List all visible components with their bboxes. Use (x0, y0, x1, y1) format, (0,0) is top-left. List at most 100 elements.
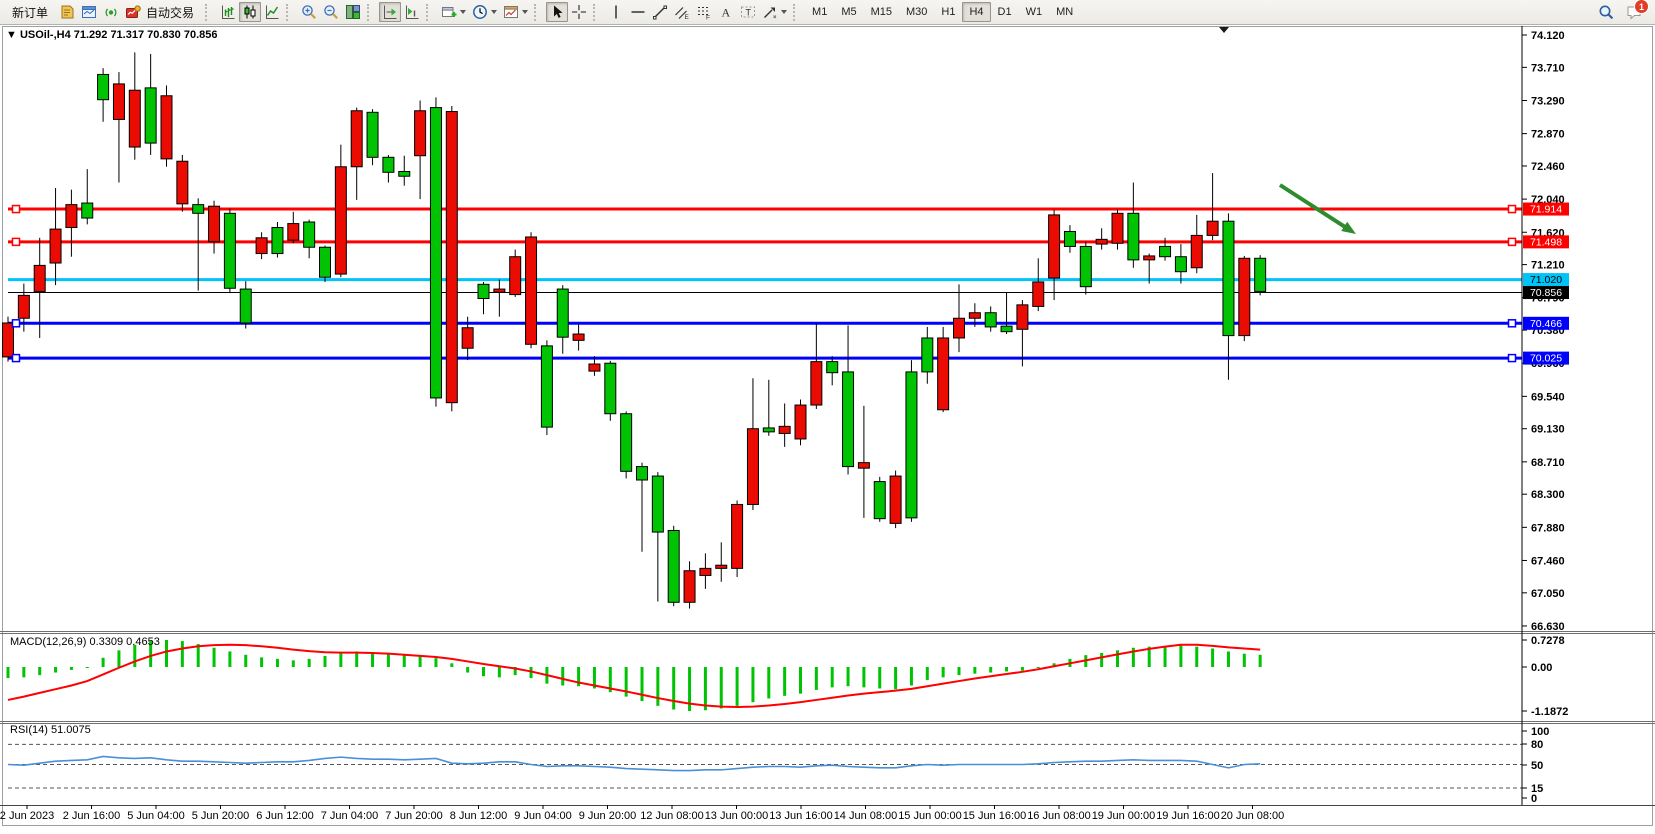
tf-m15-button-label: M15 (870, 6, 892, 18)
svg-text:14 Jun 08:00: 14 Jun 08:00 (834, 810, 898, 822)
textA-icon: A (722, 6, 731, 20)
add-indicator-button-dropdown-caret[interactable] (460, 10, 467, 14)
svg-text:8 Jun 12:00: 8 Jun 12:00 (450, 810, 508, 822)
toolbar-group-grip (426, 3, 435, 21)
chart-document-icon[interactable] (56, 2, 78, 22)
tf-w1-button[interactable]: W1 (1019, 2, 1050, 22)
bluewin-icon (82, 6, 97, 18)
toolbar-group-grip (593, 3, 602, 21)
toolbar-group-grip (534, 3, 543, 21)
tf-m1-button[interactable]: M1 (805, 2, 834, 22)
svg-text:7 Jun 04:00: 7 Jun 04:00 (321, 810, 379, 822)
chart-title-text: USOil-,H4 71.292 71.317 70.830 70.856 (19, 29, 218, 41)
svg-text:F: F (706, 15, 710, 21)
notification-count-badge: 1 (1634, 0, 1649, 14)
shiftend-icon (384, 5, 397, 19)
rsi-pane (7, 743, 1522, 789)
auto-trading-button[interactable]: 自动交易 (122, 2, 202, 22)
svg-text:72.460: 72.460 (1531, 161, 1565, 173)
labelT-icon: T (741, 6, 756, 18)
tile-windows-button[interactable] (342, 2, 364, 22)
auto-trading-button-label: 自动交易 (146, 5, 195, 20)
toolbar-right: 1 (1595, 0, 1651, 22)
channel-icon: E (675, 7, 690, 20)
shapes-tool[interactable] (759, 2, 790, 22)
svg-text:69.130: 69.130 (1531, 424, 1565, 436)
rsi-line (7, 755, 1261, 772)
hline-icon (631, 11, 645, 13)
time-axis: 2 Jun 2023 2 Jun 16:00 5 Jun 04:00 5 Jun 20… (0, 805, 1284, 822)
candlestick-mode-button[interactable] (239, 2, 262, 22)
clock-icon (473, 5, 487, 19)
bar-chart-mode-button[interactable] (217, 2, 239, 22)
svg-text:A: A (722, 6, 731, 20)
periods-button-dropdown-caret[interactable] (491, 10, 498, 14)
shapes-tool-dropdown-caret[interactable] (781, 10, 788, 14)
tile-icon (346, 5, 361, 19)
tf-m5-button-label: M5 (841, 6, 857, 18)
market-watch-icon[interactable] (78, 2, 100, 22)
line-chart-mode-button[interactable] (261, 2, 283, 22)
notifications-button[interactable]: 1 (1623, 0, 1649, 22)
new-order-button[interactable]: 新订单 (4, 2, 56, 22)
hline-handle (11, 353, 21, 363)
hline-handle (1507, 353, 1517, 363)
zoom-out-button[interactable] (320, 2, 342, 22)
svg-text:71.498: 71.498 (1530, 236, 1562, 248)
tf-w1-button-label: W1 (1025, 6, 1043, 18)
candles-group (2, 52, 1267, 609)
text-tool[interactable]: A (715, 2, 737, 22)
hline-handle (1507, 237, 1517, 247)
tf-d1-button[interactable]: D1 (991, 2, 1019, 22)
svg-text:2 Jun 2023: 2 Jun 2023 (0, 810, 54, 822)
shapes-icon (764, 7, 777, 19)
trendline-tool[interactable] (649, 2, 671, 22)
tf-m5-button[interactable]: M5 (834, 2, 863, 22)
tf-m30-button[interactable]: M30 (899, 2, 934, 22)
symbol-dropdown-marker[interactable]: ▼ (6, 29, 17, 41)
svg-text:E: E (685, 14, 690, 20)
label-tool[interactable]: T (737, 2, 759, 22)
main-macd-separator (0, 631, 1655, 634)
search-button[interactable] (1595, 2, 1617, 22)
svg-text:69.540: 69.540 (1531, 391, 1565, 403)
tf-mn-button-label: MN (1056, 6, 1074, 18)
zoom-in-button[interactable] (298, 2, 320, 22)
hline-handle (11, 204, 21, 214)
chart-title: ▼ USOil-,H4 71.292 71.317 70.830 70.856 (6, 29, 218, 41)
svg-text:0.00: 0.00 (1531, 662, 1552, 674)
toolbar: 新订单 自动交易 E F A T M1 M5 M15 M30 H1 H4 D1 W1 MN 1 (0, 0, 1655, 25)
svg-text:9 Jun 04:00: 9 Jun 04:00 (514, 810, 572, 822)
fibonacci-tool[interactable]: F (693, 2, 715, 22)
templates-button-dropdown-caret[interactable] (522, 10, 529, 14)
toolbar-group-grip (286, 3, 295, 21)
trend-arrow-annotation (1278, 183, 1356, 234)
signal-icon (105, 8, 117, 17)
periods-button[interactable] (469, 2, 500, 22)
svg-text:80: 80 (1531, 739, 1543, 751)
svg-text:70.025: 70.025 (1530, 353, 1562, 365)
channel-tool[interactable]: E (671, 2, 693, 22)
autotrade-icon (126, 5, 141, 18)
chart-shift-button[interactable] (379, 2, 402, 22)
tf-m1-button-label: M1 (812, 6, 828, 18)
tf-m15-button[interactable]: M15 (864, 2, 899, 22)
tf-h4-button[interactable]: H4 (962, 2, 991, 22)
auto-scroll-button[interactable] (401, 2, 423, 22)
svg-text:73.710: 73.710 (1531, 62, 1565, 74)
fib-icon: F (698, 7, 711, 21)
horizontal-line-tool[interactable] (627, 2, 649, 22)
svg-text:15: 15 (1531, 783, 1543, 795)
main-price-pane (2, 27, 1522, 609)
svg-text:70.466: 70.466 (1530, 318, 1562, 330)
cursor-tool-button[interactable] (546, 2, 569, 22)
tf-mn-button[interactable]: MN (1049, 2, 1080, 22)
tf-h1-button[interactable]: H1 (934, 2, 962, 22)
add-indicator-button[interactable] (438, 2, 469, 22)
crosshair-tool-button[interactable] (568, 2, 590, 22)
templates-button[interactable] (500, 2, 531, 22)
vertical-line-tool[interactable] (605, 2, 627, 22)
signals-icon[interactable] (100, 2, 122, 22)
golddoc-icon (61, 5, 74, 19)
